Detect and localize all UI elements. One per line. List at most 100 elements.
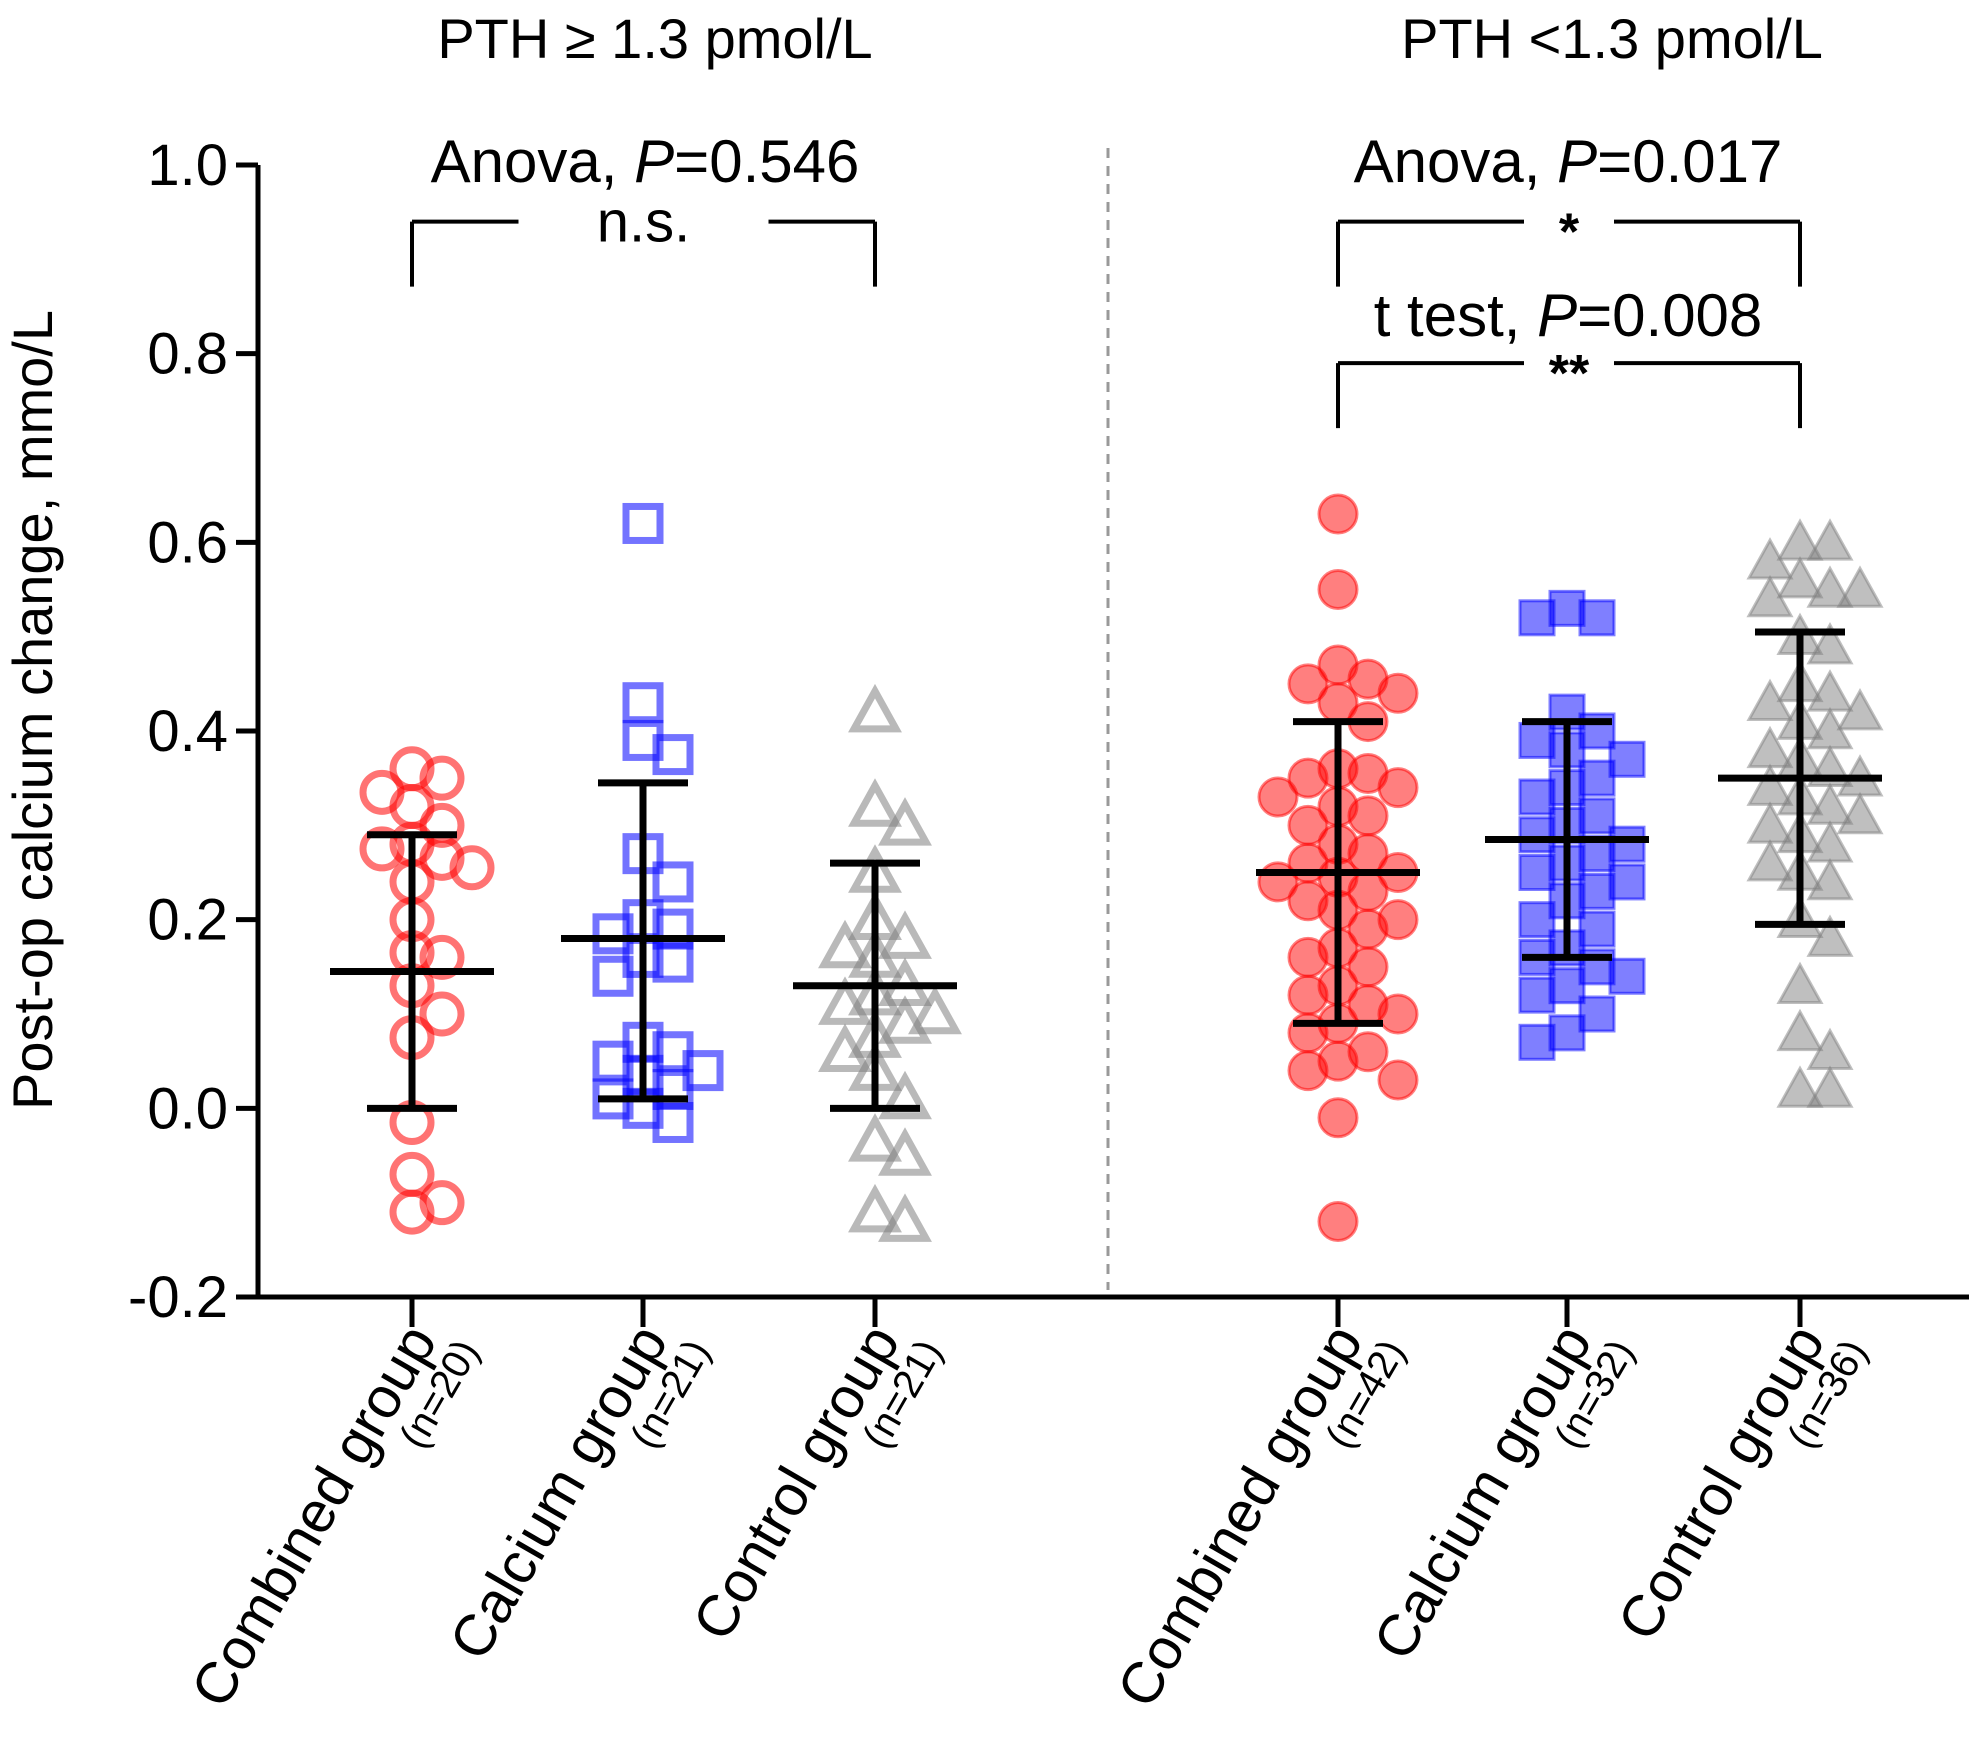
- data-point-square: [622, 502, 664, 544]
- data-point-triangle: [848, 1113, 902, 1162]
- data-point-triangle: [878, 797, 932, 846]
- data-point-square: [592, 955, 634, 997]
- data-point-circle: [1317, 1097, 1359, 1139]
- data-point-triangle: [818, 976, 872, 1025]
- data-point-square: [1518, 1023, 1556, 1061]
- panel-title-high-pth: PTH ≥ 1.3 pmol/L: [437, 7, 872, 70]
- ttest-p-symbol: P: [1537, 282, 1577, 349]
- data-point-triangle: [848, 1183, 902, 1233]
- data-point-circle: [1287, 974, 1329, 1016]
- panel-title-low-pth: PTH <1.3 pmol/L: [1401, 7, 1823, 70]
- data-point-triangle: [878, 1193, 932, 1242]
- data-point-square: [1548, 967, 1586, 1005]
- data-point-square: [1578, 599, 1616, 637]
- data-point-circle: [419, 1180, 465, 1226]
- data-point-square: [1578, 910, 1616, 948]
- data-point-triangle: [878, 1127, 932, 1176]
- data-point-square: [1518, 854, 1556, 891]
- data-point-square: [1578, 995, 1616, 1033]
- data-point-square: [1518, 778, 1556, 816]
- data-point-circle: [1317, 1201, 1359, 1243]
- data-point-circle: [1287, 663, 1329, 705]
- data-point-square: [1518, 599, 1556, 637]
- data-point-triangle: [1806, 565, 1854, 608]
- bracket-label: *: [1559, 204, 1580, 262]
- data-point-square: [1548, 1014, 1586, 1052]
- data-point-square: [652, 1101, 694, 1143]
- data-point-square: [652, 861, 694, 903]
- y-tick-label: 0.6: [147, 510, 228, 575]
- anova-label-high-pth: Anova, P=0.546: [431, 128, 860, 195]
- data-marks: [359, 493, 1884, 1243]
- data-point-circle: [1287, 1012, 1329, 1054]
- y-tick-label: -0.2: [128, 1265, 228, 1330]
- data-point-triangle: [1806, 518, 1854, 561]
- data-point-square: [652, 734, 694, 776]
- data-point-triangle: [1836, 791, 1884, 835]
- y-axis-label: Post-op calcium change, mmo/L: [1, 310, 64, 1110]
- data-point-triangle: [818, 1023, 872, 1073]
- y-tick-label: 1.0: [147, 133, 228, 198]
- x-category-label: Control group: [1605, 1314, 1837, 1651]
- ttest-prefix: t test,: [1374, 282, 1537, 349]
- data-point-triangle: [1836, 688, 1884, 731]
- anova-p-value: =0.017: [1597, 128, 1782, 195]
- data-point-circle: [419, 835, 465, 881]
- data-point-circle: [1287, 936, 1329, 978]
- data-point-triangle: [818, 919, 872, 969]
- data-point-circle: [1377, 672, 1419, 714]
- anova-prefix: Anova,: [431, 128, 634, 195]
- data-point-triangle: [1776, 961, 1824, 1004]
- x-axis-labels: Combined group(n=20)Calcium group(n=21)C…: [179, 1314, 1876, 1718]
- data-point-square: [592, 913, 634, 955]
- data-point-square: [1608, 740, 1646, 778]
- data-point-circle: [359, 826, 405, 872]
- data-point-circle: [419, 991, 465, 1037]
- data-point-triangle: [848, 683, 902, 733]
- ttest-label-low-pth: t test, P=0.008: [1374, 282, 1763, 349]
- data-point-triangle: [878, 1070, 932, 1120]
- data-point-triangle: [848, 778, 902, 827]
- data-point-triangle: [1836, 565, 1884, 608]
- x-category-label: Combined group: [1105, 1314, 1376, 1718]
- data-point-triangle: [878, 910, 932, 959]
- x-category-label: Combined group: [179, 1314, 450, 1718]
- ttest-p-value: =0.008: [1577, 282, 1762, 349]
- data-point-circle: [1317, 569, 1359, 610]
- data-point-square: [1608, 863, 1646, 901]
- data-point-circle: [389, 1189, 435, 1235]
- data-point-triangle: [1746, 838, 1794, 882]
- data-point-circle: [1317, 493, 1359, 535]
- data-point-triangle: [1746, 574, 1794, 618]
- data-point-square: [1578, 797, 1616, 835]
- data-point-triangle: [1806, 1065, 1854, 1108]
- y-tick-label: 0.4: [147, 699, 228, 764]
- data-point-circle: [1257, 776, 1299, 818]
- anova-label-low-pth: Anova, P=0.017: [1354, 128, 1783, 195]
- anova-p-symbol: P: [1557, 128, 1597, 195]
- data-point-square: [622, 682, 664, 724]
- data-point-circle: [1377, 993, 1419, 1035]
- y-tick-label: 0.0: [147, 1076, 228, 1141]
- data-point-square: [1608, 825, 1646, 863]
- data-point-triangle: [1806, 622, 1854, 665]
- axes: -0.2 0.0 0.2 0.4 0.6 0.8 1.0: [128, 133, 1969, 1330]
- x-category-label: Control group: [680, 1314, 912, 1651]
- data-point-triangle: [878, 995, 932, 1044]
- data-point-circle: [1377, 767, 1419, 809]
- data-point-triangle: [1806, 914, 1854, 957]
- anova-prefix: Anova,: [1354, 128, 1557, 195]
- data-point-circle: [1287, 1050, 1329, 1092]
- data-point-triangle: [1776, 555, 1824, 599]
- bracket-label: **: [1549, 345, 1590, 403]
- data-point-circle: [1347, 795, 1389, 837]
- data-point-circle: [419, 934, 465, 980]
- data-point-square: [1518, 976, 1556, 1014]
- data-point-square: [1608, 957, 1646, 995]
- data-point-triangle: [1776, 1008, 1824, 1052]
- data-point-triangle: [908, 985, 962, 1035]
- data-point-square: [1518, 816, 1556, 854]
- anova-p-symbol: P: [634, 128, 674, 195]
- data-point-square: [1518, 901, 1556, 939]
